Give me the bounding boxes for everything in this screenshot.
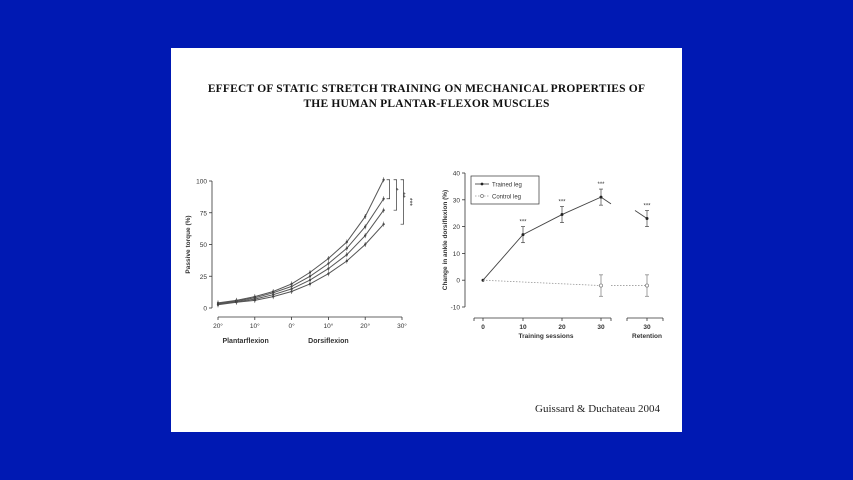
significance-label: ** — [399, 192, 406, 198]
y-axis-label: Change in ankle dorsiflexion (%) — [442, 190, 449, 290]
trained-leg-point — [599, 195, 603, 199]
y-tick-label: -10 — [451, 305, 461, 312]
y-tick-label: 100 — [196, 179, 207, 186]
significance-bracket — [393, 179, 397, 211]
x-tick-label: 20° — [360, 322, 370, 330]
title-line-1: EFFECT OF STATIC STRETCH TRAINING ON MEC… — [207, 83, 646, 95]
passive-torque-chart: 0 25 50 75 100 Passive torque (%) 20° 10° 0° 10° 2… — [185, 177, 413, 345]
x-region-label-plantarflexion: Plantarflexion — [222, 338, 268, 345]
significance-label: *** — [406, 198, 413, 206]
trained-leg-point — [560, 213, 564, 217]
x-tick-label: 10° — [323, 322, 333, 330]
dorsiflexion-change-chart: -10 0 10 20 30 40 Change in ankle dorsiflexion… — [442, 171, 664, 340]
y-tick-label: 0 — [203, 306, 207, 313]
significance-bracket — [386, 179, 390, 200]
control-leg-point — [599, 283, 603, 288]
y-tick-label: 40 — [453, 171, 461, 178]
y-tick-label: 25 — [200, 274, 208, 281]
trained-leg-line — [482, 196, 612, 281]
torque-curve-1 — [217, 179, 385, 304]
trained-leg-line-retention — [634, 210, 648, 219]
significance-bracket — [400, 179, 404, 225]
x-tick-label: 0° — [288, 322, 295, 330]
legend-control-label: Control leg — [492, 195, 521, 201]
x-tick-label: 10° — [250, 322, 260, 330]
legend-control-marker — [480, 194, 484, 198]
x-tick-label: 30 — [643, 324, 651, 331]
slide-title: EFFECT OF STATIC STRETCH TRAINING ON MEC… — [171, 82, 682, 112]
significance-label: *** — [643, 204, 651, 210]
citation: Guissard & Duchateau 2004 — [535, 403, 660, 415]
x-axis-label-retention: Retention — [632, 333, 662, 340]
x-tick-label: 20° — [213, 322, 223, 330]
control-leg-line — [482, 279, 602, 286]
legend-trained-marker — [480, 182, 484, 186]
x-tick-label: 30 — [597, 324, 605, 331]
trained-leg-point — [521, 233, 525, 237]
slide: EFFECT OF STATIC STRETCH TRAINING ON MEC… — [171, 48, 682, 432]
torque-curve-2 — [217, 198, 385, 305]
y-tick-label: 0 — [456, 278, 460, 285]
y-tick-label: 10 — [453, 251, 461, 258]
y-tick-label: 20 — [453, 224, 461, 231]
x-tick-label: 30° — [397, 322, 407, 330]
x-tick-label: 20 — [558, 324, 566, 331]
legend-box — [470, 175, 540, 205]
x-tick-label: 0 — [481, 324, 485, 331]
significance-label: *** — [519, 220, 527, 226]
control-leg-point — [645, 283, 649, 288]
x-region-label-dorsiflexion: Dorsiflexion — [308, 338, 348, 345]
significance-label: *** — [558, 200, 566, 206]
torque-curve-3 — [217, 209, 385, 305]
y-axis-label: Passive torque (%) — [185, 215, 192, 273]
x-tick-label: 10 — [519, 324, 527, 331]
y-tick-label: 30 — [453, 197, 461, 204]
y-tick-label: 50 — [200, 242, 208, 249]
significance-label: *** — [597, 182, 605, 188]
torque-curve-4 — [217, 223, 384, 306]
title-line-2: THE HUMAN PLANTAR-FLEXOR MUSCLES — [303, 98, 550, 110]
trained-leg-point — [645, 217, 649, 221]
legend-trained-label: Trained leg — [492, 183, 522, 189]
significance-label: * — [392, 188, 399, 191]
y-tick-label: 75 — [200, 210, 208, 217]
x-axis-label: Training sessions — [519, 333, 574, 340]
